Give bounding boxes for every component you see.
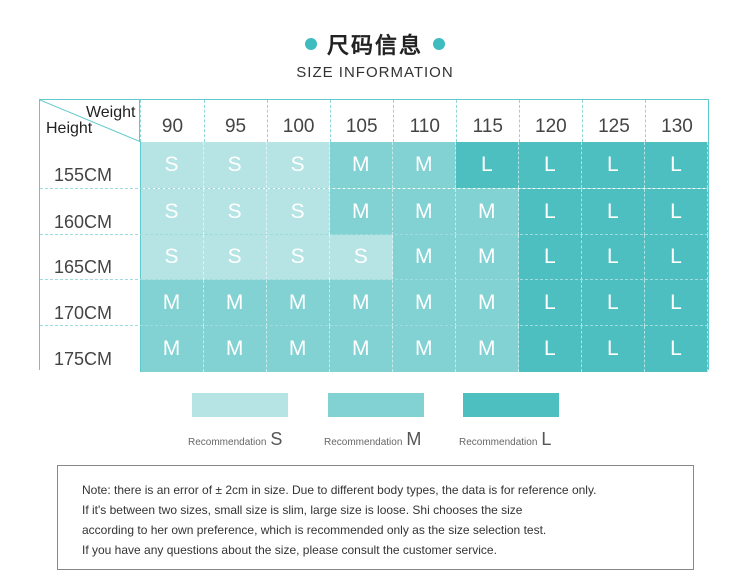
size-cell: S [266, 142, 330, 188]
table-header-row: Weight Height 90 95 100 105 110 115 120 125 130 [40, 100, 708, 143]
size-cell: L [644, 142, 708, 188]
height-label-cell: 160CM [40, 188, 141, 235]
size-cell: M [266, 326, 330, 372]
height-label-cell: 155CM [40, 142, 141, 188]
table-row: 170CM M M M M M M L L L [40, 279, 708, 327]
size-cell: M [329, 142, 393, 188]
size-cell: S [266, 234, 330, 281]
weight-header-cell: 105 [329, 100, 393, 142]
size-cell: M [392, 280, 456, 327]
size-cell: M [455, 280, 519, 327]
size-cell: S [329, 234, 393, 281]
size-cell: M [329, 280, 393, 327]
size-cell: M [392, 326, 456, 372]
legend-swatch-l [463, 393, 559, 417]
size-cell: M [203, 280, 267, 327]
size-cell: M [203, 326, 267, 372]
note-line: Note: there is an error of ± 2cm in size… [82, 483, 597, 497]
size-cell: L [644, 280, 708, 327]
weight-header-cell: 100 [266, 100, 330, 142]
legend-text: Recommendation [324, 437, 403, 448]
size-cell: M [455, 326, 519, 372]
legend-size: L [541, 429, 552, 449]
legend-swatch-s [192, 393, 288, 417]
weight-header-cell: 95 [203, 100, 267, 142]
note-line: according to her own preference, which i… [82, 523, 547, 537]
size-cell: L [581, 234, 645, 281]
size-cell: L [644, 188, 708, 235]
size-cell: M [266, 280, 330, 327]
size-cell: L [581, 188, 645, 235]
legend-text: Recommendation [188, 437, 267, 448]
size-cell: L [581, 326, 645, 372]
size-cell: M [392, 234, 456, 281]
corner-diagonal-line [40, 100, 141, 142]
table-row: 160CM S S S M M M L L L [40, 187, 708, 235]
note-box: Note: there is an error of ± 2cm in size… [57, 465, 694, 570]
legend-label: Recommendation S [188, 429, 282, 450]
height-label-cell: 175CM [40, 326, 141, 372]
size-cell: L [518, 188, 582, 235]
table-corner: Weight Height [40, 100, 141, 142]
size-cell: L [644, 326, 708, 372]
size-cell: M [329, 326, 393, 372]
bullet-dot-icon [304, 38, 317, 50]
size-table: Weight Height 90 95 100 105 110 115 120 125 130 … [39, 99, 709, 372]
size-cell: L [581, 142, 645, 188]
height-axis-label: Height [46, 120, 93, 137]
weight-header-cell: 125 [581, 100, 645, 142]
weight-header-cell: 120 [518, 100, 582, 142]
weight-header-cell: 110 [392, 100, 456, 142]
size-cell: L [455, 142, 519, 188]
subtitle: SIZE INFORMATION [296, 64, 454, 81]
table-row: 155CM S S S M M L L L L [40, 142, 708, 188]
table-row: 175CM M M M M M M L L L [40, 325, 708, 372]
size-cell: M [329, 188, 393, 235]
legend-swatch-m [328, 393, 424, 417]
weight-header-cell: 130 [644, 100, 708, 142]
legend-size: M [406, 429, 422, 449]
height-label-cell: 170CM [40, 280, 141, 327]
size-cell: S [266, 188, 330, 235]
size-cell: M [392, 188, 456, 235]
legend-text: Recommendation [459, 437, 538, 448]
bullet-dot-icon [433, 38, 445, 50]
size-cell: L [581, 280, 645, 327]
size-cell: M [392, 142, 456, 188]
weight-header-cell: 115 [455, 100, 519, 142]
size-cell: S [203, 188, 267, 235]
note-line: If it's between two sizes, small size is… [82, 503, 523, 517]
size-cell: L [518, 142, 582, 188]
size-cell: M [140, 326, 204, 372]
size-cell: S [203, 142, 267, 188]
size-cell: M [455, 188, 519, 235]
size-cell: S [140, 142, 204, 188]
size-cell: S [140, 188, 204, 235]
size-cell: S [140, 234, 204, 281]
size-cell: S [203, 234, 267, 281]
legend-size: S [270, 429, 283, 449]
table-row: 165CM S S S S M M L L L [40, 233, 708, 281]
size-cell: M [455, 234, 519, 281]
size-cell: L [518, 234, 582, 281]
height-label-cell: 165CM [40, 234, 141, 281]
page-title: 尺码信息 [0, 28, 750, 60]
size-cell: L [518, 280, 582, 327]
weight-axis-label: Weight [85, 104, 136, 121]
weight-header-cell: 90 [140, 100, 203, 142]
legend-label: Recommendation L [459, 429, 551, 450]
size-cell: M [140, 280, 204, 327]
note-line: If you have any questions about the size… [82, 543, 497, 557]
size-cell: L [644, 234, 708, 281]
title-text: 尺码信息 [326, 34, 423, 59]
size-cell: L [518, 326, 582, 372]
legend-label: Recommendation M [324, 429, 421, 450]
